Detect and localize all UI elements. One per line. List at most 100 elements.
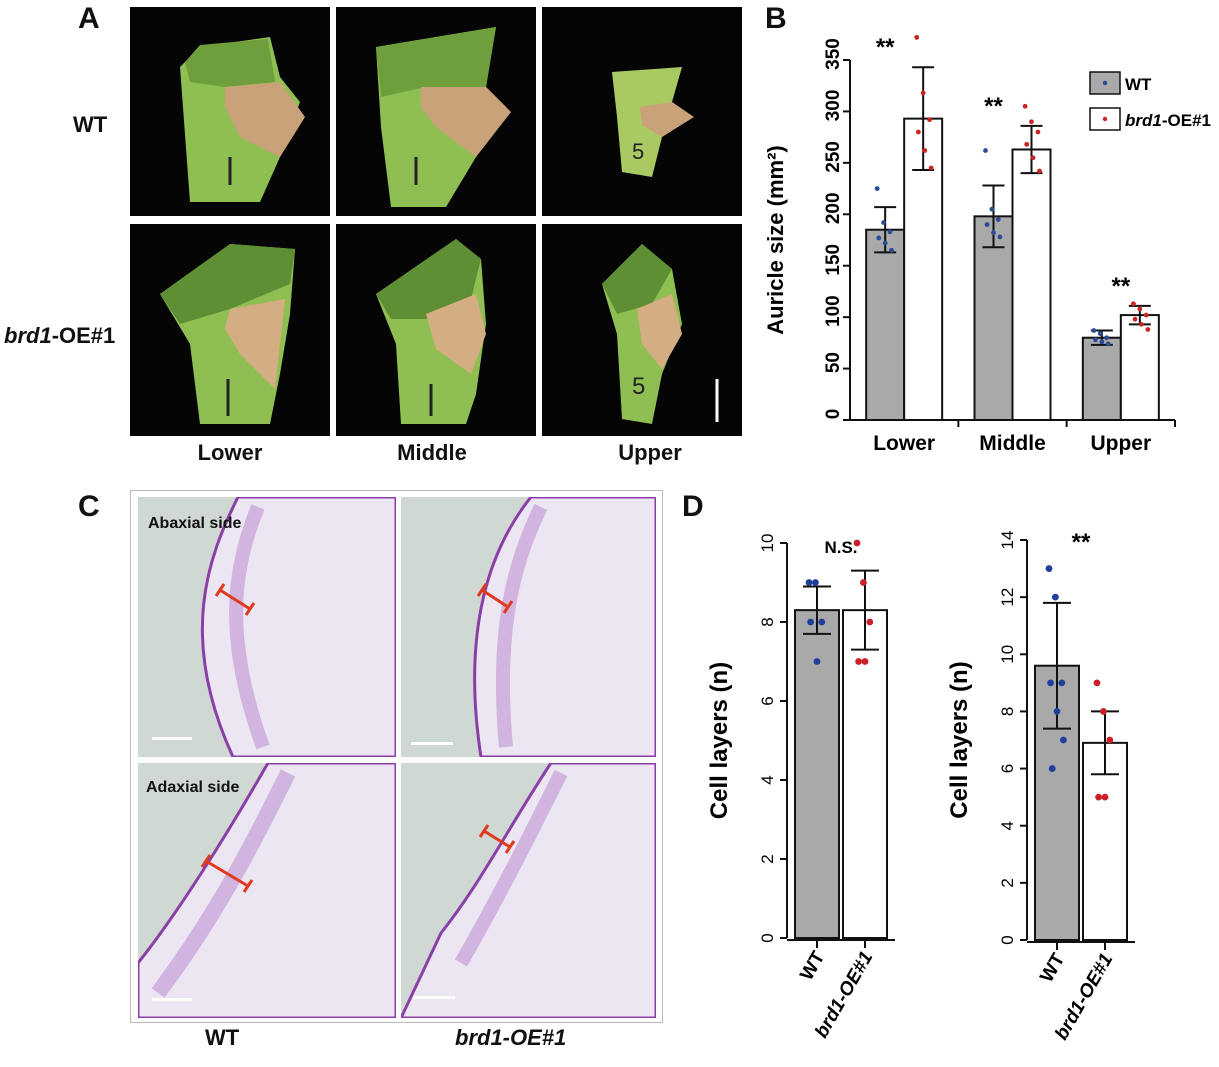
data-point [1101, 793, 1109, 801]
data-point [1091, 328, 1097, 333]
y-tick-label: 14 [998, 531, 1017, 550]
y-tick-label: 10 [998, 645, 1017, 664]
photo-wt-upper: 5 [542, 7, 742, 216]
leaf-wt-upper: 5 [612, 67, 694, 177]
col-label-middle: Middle [397, 440, 467, 465]
bar [865, 228, 906, 421]
data-point [805, 579, 813, 586]
y-tick-label: 100 [823, 295, 844, 327]
col-label-upper: Upper [618, 440, 682, 465]
data-point [1037, 168, 1042, 174]
tissue-wt-adaxial [138, 763, 396, 1018]
y-tick-label: 12 [998, 588, 1017, 607]
row-label-brd1-italic: brd1 [4, 323, 52, 348]
data-point [1132, 316, 1138, 322]
data-point [927, 117, 932, 123]
y-tick-label: 50 [823, 352, 844, 373]
data-point [1052, 593, 1059, 601]
data-point [855, 658, 862, 665]
data-point [989, 206, 995, 212]
photo-brd1-lower [130, 224, 330, 436]
x-tick-label: Middle [979, 432, 1046, 455]
significance-mark: N.S. [824, 538, 857, 557]
y-axis-label: Cell layers (n) [706, 662, 733, 819]
data-point [876, 235, 882, 241]
data-point [1099, 339, 1105, 345]
photo-wt-middle [336, 7, 536, 216]
panel-c-letter: C [78, 490, 100, 523]
leaf-wt-middle [376, 27, 511, 207]
y-tick-label: 4 [998, 821, 1017, 830]
micro-wt-abaxial: Abaxial side [138, 497, 396, 757]
x-tick-label: WT [1036, 950, 1069, 986]
data-point [997, 234, 1003, 240]
y-axis-label: Cell layers (n) [946, 661, 973, 818]
leaf-wt-lower [180, 37, 305, 202]
data-point [1045, 565, 1053, 572]
data-point [1104, 335, 1110, 341]
photo-wt-lower [130, 7, 330, 216]
data-point [813, 658, 821, 665]
data-point [1139, 321, 1144, 327]
y-tick-label: 6 [998, 764, 1017, 773]
significance-mark: ** [1072, 529, 1091, 556]
x-tick-label: Lower [873, 432, 935, 455]
micro-brd1-abaxial [401, 497, 656, 757]
row-label-brd1-rest: -OE#1 [51, 323, 116, 348]
legend-dot-wt [1102, 80, 1108, 86]
significance-mark: ** [876, 34, 895, 61]
y-tick-label: 2 [998, 878, 1017, 887]
data-point [1093, 679, 1101, 687]
data-point [928, 165, 934, 171]
col-label-wt: WT [205, 1025, 240, 1050]
data-point [1106, 736, 1114, 744]
bar [1082, 741, 1128, 941]
data-point [881, 220, 886, 225]
tissue-wt-abaxial [152, 497, 396, 757]
data-point [1131, 301, 1136, 307]
y-tick-label: 0 [758, 933, 777, 942]
x-tick-label: WT [796, 948, 829, 984]
data-point [1029, 119, 1034, 125]
data-point [1105, 341, 1111, 347]
leaf-brd1-upper: 5 [602, 244, 719, 424]
col-label-brd1: brd1-OE#1 [455, 1025, 567, 1050]
leaf-brd1-middle [376, 239, 486, 424]
data-point [914, 34, 920, 40]
data-point [920, 90, 926, 96]
y-tick-label: 200 [823, 192, 844, 224]
data-point [1022, 103, 1028, 109]
data-point [983, 148, 988, 153]
bar [1119, 314, 1160, 422]
tissue-brd1-abaxial [411, 497, 656, 757]
data-point [1030, 155, 1036, 161]
y-axis-label: Auricle size (mm²) [763, 145, 788, 335]
micro-wt-adaxial: Adaxial side [138, 763, 396, 1018]
data-point [991, 230, 996, 236]
data-point [812, 579, 819, 586]
data-point [887, 229, 893, 235]
mark-brd1-upper: 5 [632, 373, 645, 400]
data-point [874, 186, 880, 191]
y-tick-label: 8 [758, 617, 777, 626]
data-point [889, 247, 894, 253]
significance-mark: ** [1111, 273, 1130, 300]
label-adaxial: Adaxial side [146, 779, 240, 796]
row-label-wt: WT [73, 112, 108, 137]
y-tick-label: 350 [823, 38, 844, 70]
y-tick-label: 10 [758, 534, 777, 553]
y-tick-label: 0 [998, 935, 1017, 944]
label-abaxial: Abaxial side [148, 515, 242, 532]
y-tick-label: 8 [998, 707, 1017, 716]
data-point [922, 148, 928, 153]
y-tick-label: 250 [823, 141, 844, 173]
data-point [1097, 331, 1103, 336]
data-point [984, 222, 990, 227]
data-point [1024, 141, 1030, 147]
data-point [1060, 736, 1067, 744]
data-point [1093, 337, 1098, 343]
y-tick-label: 150 [823, 244, 844, 276]
